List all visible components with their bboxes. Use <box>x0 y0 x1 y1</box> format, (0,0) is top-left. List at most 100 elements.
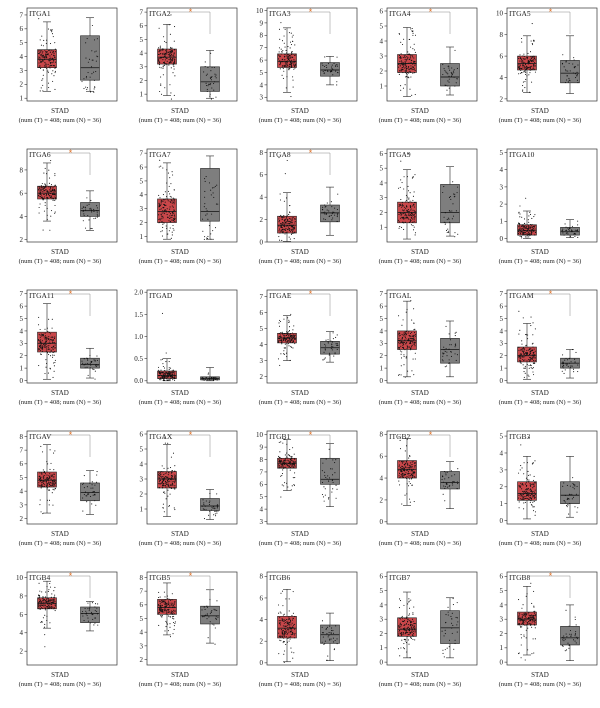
data-point <box>408 481 410 483</box>
data-point <box>41 472 43 474</box>
data-point <box>214 378 216 380</box>
data-point <box>323 73 325 75</box>
data-point <box>532 506 534 508</box>
data-point <box>327 70 329 72</box>
data-point <box>294 343 296 345</box>
data-point <box>398 205 400 207</box>
data-point <box>162 74 164 76</box>
data-point <box>162 503 164 505</box>
data-point <box>400 70 402 72</box>
data-point <box>283 461 285 463</box>
cancer-type-label: STAD <box>51 530 69 538</box>
data-point <box>165 372 167 375</box>
data-point <box>164 53 166 56</box>
data-point <box>278 219 280 222</box>
data-point <box>528 236 530 238</box>
normal-box <box>80 17 100 93</box>
data-point <box>451 475 453 477</box>
data-point <box>398 63 400 65</box>
data-point <box>52 606 54 608</box>
data-point <box>281 343 283 345</box>
data-point <box>402 341 404 343</box>
data-point <box>407 54 409 56</box>
data-point <box>445 71 447 73</box>
data-point <box>454 353 456 355</box>
data-point <box>413 374 415 376</box>
data-point <box>91 481 93 483</box>
data-point <box>289 205 291 207</box>
data-point <box>51 57 53 60</box>
data-point <box>45 185 47 187</box>
data-point <box>576 230 579 232</box>
data-point <box>403 469 405 471</box>
data-point <box>399 56 402 58</box>
data-point <box>401 474 403 476</box>
data-point <box>454 335 456 337</box>
data-point <box>42 604 44 607</box>
data-point <box>286 62 289 64</box>
data-point <box>529 213 532 216</box>
data-point <box>574 358 576 360</box>
data-point <box>53 185 55 187</box>
data-point <box>283 65 285 67</box>
data-point <box>213 89 215 91</box>
data-point <box>40 195 42 198</box>
data-point <box>288 598 290 600</box>
data-point <box>280 61 282 64</box>
data-point <box>405 199 407 201</box>
data-point <box>532 374 535 376</box>
data-point <box>289 359 291 361</box>
data-point <box>289 62 291 64</box>
cancer-type-label: STAD <box>51 248 69 256</box>
data-point <box>401 340 403 342</box>
data-point <box>51 340 54 342</box>
y-tick-label: 9 <box>260 444 264 452</box>
data-point <box>411 27 413 30</box>
data-point <box>407 209 409 211</box>
data-point <box>573 488 575 490</box>
data-point <box>49 485 51 488</box>
data-point <box>288 225 290 227</box>
gene-title: ITGA1 <box>29 9 51 18</box>
data-point <box>52 488 54 490</box>
data-point <box>401 461 403 463</box>
data-point <box>209 84 211 86</box>
data-point <box>282 337 285 339</box>
data-point <box>168 64 170 66</box>
data-point <box>534 496 536 499</box>
data-point <box>85 86 87 88</box>
data-point <box>166 379 169 381</box>
data-point <box>407 332 409 334</box>
data-point <box>530 56 532 58</box>
data-point <box>287 337 289 339</box>
data-point <box>169 477 171 479</box>
data-point <box>165 626 167 628</box>
data-point <box>211 87 213 89</box>
data-point <box>284 482 286 484</box>
plot-frame <box>386 148 478 243</box>
data-point <box>403 341 405 344</box>
data-point <box>174 485 176 487</box>
data-point <box>52 61 54 63</box>
data-point <box>404 57 406 59</box>
data-point <box>40 603 42 605</box>
data-point <box>412 476 414 478</box>
data-point <box>520 362 522 364</box>
data-point <box>43 342 45 344</box>
iqr-box <box>277 215 297 234</box>
data-point <box>413 500 415 503</box>
data-point <box>42 185 44 187</box>
gene-title: ITGB3 <box>509 432 530 441</box>
data-point <box>85 76 88 78</box>
data-point <box>533 506 535 508</box>
y-tick-label: 5 <box>500 315 504 323</box>
data-point <box>293 60 295 63</box>
data-point <box>403 364 405 366</box>
data-point <box>450 355 453 357</box>
data-point <box>170 371 172 374</box>
data-point <box>398 219 400 221</box>
data-point <box>332 217 334 219</box>
data-point <box>400 160 402 162</box>
data-point <box>45 194 47 196</box>
